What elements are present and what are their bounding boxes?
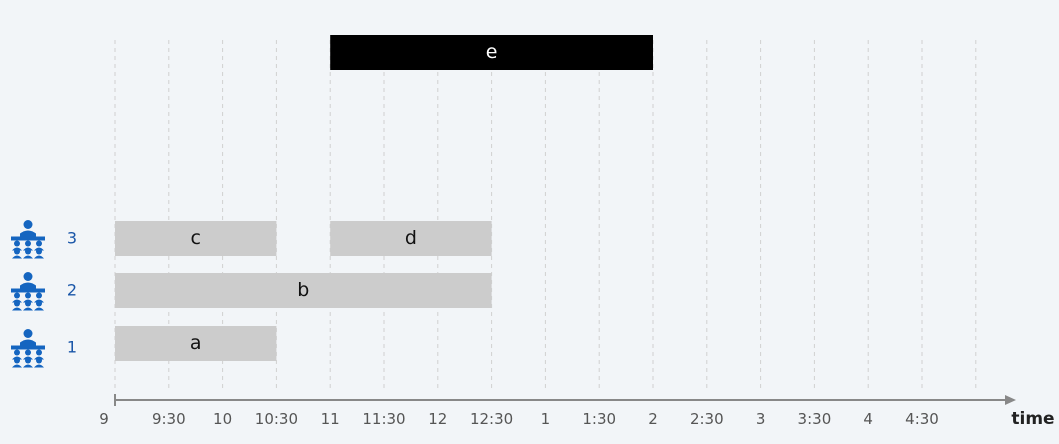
audience-head: [36, 349, 42, 356]
interval-bars: a b c d e: [115, 35, 653, 361]
room-label: 1: [67, 338, 77, 357]
tick-label: 2: [648, 410, 658, 428]
speaker-body: [20, 230, 36, 237]
audience-head: [36, 240, 42, 247]
speaker-head: [23, 329, 33, 338]
room-rows: 1 2 3: [11, 220, 77, 368]
audience-head: [14, 300, 20, 307]
tick-label: 12:30: [470, 410, 513, 428]
tick-label: 11:30: [362, 410, 405, 428]
audience-body: [12, 364, 22, 368]
audience-body: [12, 307, 22, 311]
interval-e: e: [330, 35, 653, 70]
tick-label: 12: [428, 410, 447, 428]
audience-body: [34, 364, 44, 368]
interval-bar: [330, 35, 653, 70]
tick-label: 11: [321, 410, 340, 428]
audience-body: [23, 307, 33, 311]
tick-label: 2:30: [690, 410, 724, 428]
interval-bar: [115, 326, 277, 361]
audience-head: [25, 248, 31, 255]
interval-bar: [115, 273, 492, 308]
classroom-icon: [11, 220, 45, 259]
interval-bar: [115, 221, 277, 256]
audience-body: [34, 255, 44, 259]
speaker-head: [23, 220, 33, 229]
interval-a: a: [115, 326, 277, 361]
audience-body: [34, 307, 44, 311]
classroom-icon: [11, 272, 45, 311]
audience-head: [36, 292, 42, 299]
audience-head: [36, 248, 42, 255]
tick-label: 4:30: [905, 410, 939, 428]
interval-label: a: [190, 332, 202, 354]
audience-body: [23, 255, 33, 259]
desk: [11, 236, 45, 241]
desk: [11, 288, 45, 293]
audience-body: [23, 364, 33, 368]
interval-d: d: [330, 221, 492, 256]
desk: [11, 345, 45, 350]
time-axis: time: [114, 394, 1055, 429]
tick-label: 10: [213, 410, 232, 428]
audience-head: [14, 292, 20, 299]
speaker-body: [20, 339, 36, 346]
interval-label: c: [190, 227, 200, 249]
tick-label: 3:30: [798, 410, 832, 428]
classroom-icon: [11, 329, 45, 368]
audience-head: [25, 349, 31, 356]
tick-labels: 9 9:30 10 10:30 11 11:30 12 12:30 1 1:30 2 2:30 3 3:3…: [99, 410, 939, 428]
room-label: 2: [67, 281, 77, 300]
interval-label: d: [405, 227, 417, 249]
interval-b: b: [115, 273, 492, 308]
tick-label: 1: [541, 410, 551, 428]
speaker-head: [23, 272, 33, 281]
audience-head: [14, 357, 20, 364]
interval-c: c: [115, 221, 277, 256]
room-label: 3: [67, 229, 77, 248]
speaker-body: [20, 282, 36, 289]
interval-bar: [330, 221, 492, 256]
axis-label: time: [1011, 409, 1054, 429]
interval-label: b: [297, 279, 309, 301]
audience-head: [14, 240, 20, 247]
audience-head: [25, 300, 31, 307]
tick-label: 3: [756, 410, 766, 428]
audience-head: [25, 240, 31, 247]
tick-label: 1:30: [582, 410, 616, 428]
tick-label: 9:30: [152, 410, 186, 428]
audience-head: [14, 349, 20, 356]
audience-head: [25, 357, 31, 364]
audience-head: [36, 300, 42, 307]
audience-head: [14, 248, 20, 255]
grid-lines: [114, 40, 977, 392]
audience-head: [25, 292, 31, 299]
audience-head: [36, 357, 42, 364]
tick-label: 9: [99, 410, 109, 428]
interval-label: e: [486, 41, 498, 63]
axis-arrow: [1005, 395, 1016, 405]
tick-label: 4: [863, 410, 873, 428]
tick-label: 10:30: [255, 410, 298, 428]
audience-body: [12, 255, 22, 259]
